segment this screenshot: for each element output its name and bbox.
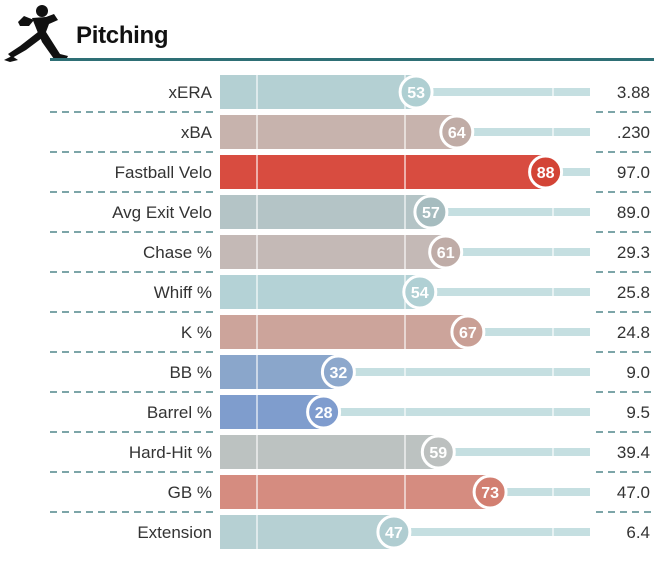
percentile-circle <box>450 314 486 350</box>
percentile-value: 32 <box>330 365 348 382</box>
stat-label: Chase % <box>143 243 212 262</box>
stat-label: Fastball Velo <box>115 163 212 182</box>
stat-value: 24.8 <box>617 323 650 342</box>
stat-label: Avg Exit Velo <box>112 203 212 222</box>
percentile-circle <box>413 194 449 230</box>
percentile-bar <box>220 515 394 549</box>
stat-label: Hard-Hit % <box>129 443 212 462</box>
percentile-value: 73 <box>481 485 499 502</box>
percentile-circle <box>320 354 356 390</box>
percentile-value: 88 <box>537 165 555 182</box>
percentile-value: 61 <box>437 245 455 262</box>
stat-value: 6.4 <box>626 523 650 542</box>
stat-label: Barrel % <box>147 403 212 422</box>
percentile-value: 67 <box>459 325 477 342</box>
stat-value: 9.5 <box>626 403 650 422</box>
percentile-circle <box>376 514 412 550</box>
stat-value: 47.0 <box>617 483 650 502</box>
header-rule <box>50 58 654 61</box>
stat-label: BB % <box>169 363 212 382</box>
percentile-bar <box>220 115 457 149</box>
stat-label: Extension <box>137 523 212 542</box>
percentile-bar <box>220 155 546 189</box>
percentile-value: 54 <box>411 285 429 302</box>
percentile-circle <box>306 394 342 430</box>
stat-value: 39.4 <box>617 443 650 462</box>
percentile-bar <box>220 315 468 349</box>
percentile-circle <box>528 154 564 190</box>
percentile-bar <box>220 355 339 389</box>
pitcher-silhouette-icon <box>4 5 68 62</box>
percentile-value: 59 <box>429 445 447 462</box>
percentile-value: 57 <box>422 205 440 222</box>
percentile-bar <box>220 475 491 509</box>
percentile-value: 28 <box>315 405 333 422</box>
stat-value: 3.88 <box>617 83 650 102</box>
percentile-bar <box>220 75 417 109</box>
stat-value: 89.0 <box>617 203 650 222</box>
percentile-circle <box>472 474 508 510</box>
stat-label: K % <box>181 323 212 342</box>
percentile-value: 53 <box>407 85 425 102</box>
stat-label: xBA <box>181 123 213 142</box>
percentile-circle <box>420 434 456 470</box>
stat-label: xERA <box>169 83 213 102</box>
percentile-bar <box>220 275 420 309</box>
percentile-value: 64 <box>448 125 466 142</box>
percentile-value: 47 <box>385 525 403 542</box>
stat-label: GB % <box>168 483 212 502</box>
stat-value: 25.8 <box>617 283 650 302</box>
stat-value: 29.3 <box>617 243 650 262</box>
stat-label: Whiff % <box>154 283 212 302</box>
percentile-circle <box>428 234 464 270</box>
stat-value: .230 <box>617 123 650 142</box>
percentile-bar <box>220 235 446 269</box>
percentile-circle <box>398 74 434 110</box>
percentile-circle <box>402 274 438 310</box>
section-header: Pitching <box>0 0 654 64</box>
page-title: Pitching <box>76 22 169 49</box>
percentile-bar <box>220 195 431 229</box>
percentile-circle <box>439 114 475 150</box>
stat-value: 97.0 <box>617 163 650 182</box>
stat-value: 9.0 <box>626 363 650 382</box>
